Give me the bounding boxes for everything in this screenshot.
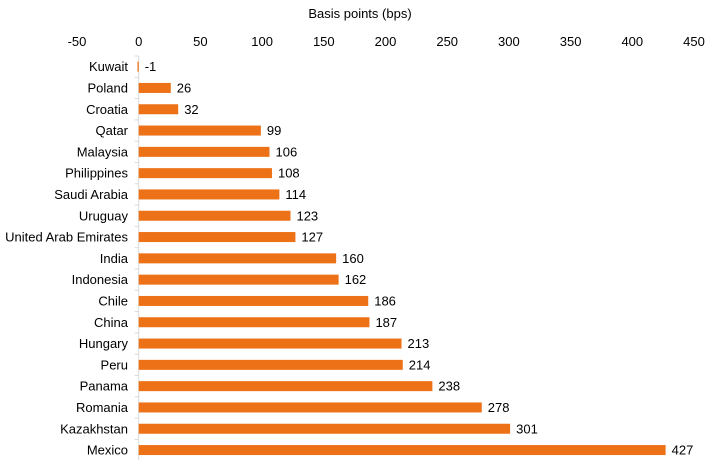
category-label: Poland <box>88 80 128 95</box>
x-tick-label: 350 <box>560 34 582 49</box>
category-label: Qatar <box>95 123 128 138</box>
bar <box>138 232 296 243</box>
x-tick-label: -50 <box>68 34 87 49</box>
data-label: 278 <box>488 400 510 415</box>
bar <box>138 189 280 200</box>
category-label: Mexico <box>87 443 128 458</box>
bar <box>138 359 403 370</box>
category-label: Saudi Arabia <box>54 187 128 202</box>
category-label: India <box>100 251 129 266</box>
data-label: 427 <box>672 443 694 458</box>
bar <box>138 168 272 179</box>
category-label: Chile <box>98 293 128 308</box>
category-label: Indonesia <box>72 272 129 287</box>
data-label: 162 <box>345 272 367 287</box>
x-tick-label: 300 <box>498 34 520 49</box>
data-label: 187 <box>375 315 397 330</box>
bar <box>137 61 139 72</box>
bar <box>138 125 261 136</box>
x-tick-label: 100 <box>251 34 273 49</box>
x-tick-label: 0 <box>135 34 142 49</box>
bar <box>138 210 291 221</box>
data-label: 108 <box>278 166 300 181</box>
data-label: 301 <box>516 421 538 436</box>
category-label: Croatia <box>86 102 129 117</box>
category-label: Hungary <box>79 336 129 351</box>
category-label: Kuwait <box>89 59 128 74</box>
category-label: United Arab Emirates <box>5 230 128 245</box>
x-tick-label: 450 <box>683 34 705 49</box>
category-label: Uruguay <box>79 208 129 223</box>
data-label: 127 <box>301 230 323 245</box>
bar <box>138 104 179 115</box>
category-label: China <box>94 315 129 330</box>
category-label: Peru <box>101 357 128 372</box>
bar <box>138 253 337 264</box>
data-label: 186 <box>374 293 396 308</box>
category-label: Malaysia <box>77 144 129 159</box>
x-tick-label: 150 <box>313 34 335 49</box>
category-label: Philippines <box>65 166 128 181</box>
data-label: -1 <box>145 59 157 74</box>
data-label: 106 <box>276 144 298 159</box>
x-tick-label: 250 <box>436 34 458 49</box>
category-label: Kazakhstan <box>60 421 128 436</box>
data-label: 214 <box>409 357 431 372</box>
bar <box>138 295 369 306</box>
x-tick-label: 200 <box>375 34 397 49</box>
data-label: 26 <box>177 80 191 95</box>
bar <box>138 402 482 413</box>
bar <box>138 423 511 434</box>
bar <box>138 381 433 392</box>
bar <box>138 317 370 328</box>
x-tick-label: 50 <box>193 34 207 49</box>
data-label: 213 <box>408 336 430 351</box>
bar <box>138 445 666 456</box>
bar <box>138 82 171 93</box>
x-axis-title: Basis points (bps) <box>308 6 412 21</box>
data-label: 114 <box>285 187 306 202</box>
category-label: Romania <box>76 400 129 415</box>
data-label: 123 <box>296 208 318 223</box>
data-label: 160 <box>342 251 364 266</box>
category-label: Panama <box>80 379 129 394</box>
bar <box>138 274 339 285</box>
bar <box>138 146 270 157</box>
data-label: 238 <box>438 379 460 394</box>
data-label: 32 <box>184 102 198 117</box>
x-tick-label: 400 <box>621 34 643 49</box>
bar <box>138 338 402 349</box>
data-label: 99 <box>267 123 281 138</box>
